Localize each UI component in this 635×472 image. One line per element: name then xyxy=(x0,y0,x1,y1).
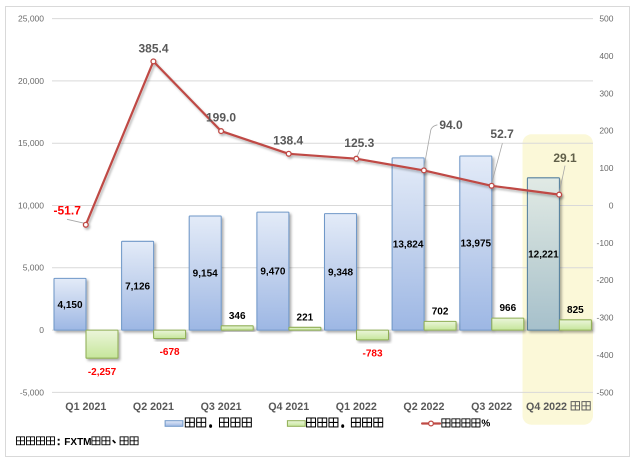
svg-text:-5,000: -5,000 xyxy=(20,387,44,397)
svg-text:346: 346 xyxy=(229,311,246,322)
svg-text:-500: -500 xyxy=(596,387,613,397)
svg-text:0: 0 xyxy=(609,200,614,210)
svg-text:500: 500 xyxy=(599,14,613,24)
svg-text:Q3 2022: Q3 2022 xyxy=(471,401,512,413)
svg-text:Q1 2022: Q1 2022 xyxy=(336,401,377,413)
svg-text:94.0: 94.0 xyxy=(439,118,463,132)
svg-text:-678: -678 xyxy=(160,347,180,358)
svg-text:100: 100 xyxy=(599,163,613,173)
svg-text:138.4: 138.4 xyxy=(273,134,303,148)
svg-text:-400: -400 xyxy=(596,350,613,360)
svg-text:Q2 2022: Q2 2022 xyxy=(403,401,444,413)
svg-text:13,975: 13,975 xyxy=(461,239,492,250)
svg-text:9,470: 9,470 xyxy=(260,267,285,278)
svg-text:300: 300 xyxy=(599,88,613,98)
svg-text:-200: -200 xyxy=(596,275,613,285)
svg-text:400: 400 xyxy=(599,51,613,61)
svg-text:29.1: 29.1 xyxy=(553,151,577,165)
svg-text:%: % xyxy=(481,419,490,430)
svg-text:221: 221 xyxy=(297,312,314,323)
svg-text:125.3: 125.3 xyxy=(344,136,374,150)
svg-text:966: 966 xyxy=(499,303,516,314)
svg-text:Q2 2021: Q2 2021 xyxy=(133,401,174,413)
svg-text:13,824: 13,824 xyxy=(393,240,424,251)
svg-text:200: 200 xyxy=(599,126,613,136)
svg-text:-300: -300 xyxy=(596,313,613,323)
svg-text:Q4 2021: Q4 2021 xyxy=(268,401,309,413)
svg-text:702: 702 xyxy=(432,306,449,317)
svg-text:12,221: 12,221 xyxy=(528,250,559,261)
svg-text:5,000: 5,000 xyxy=(23,263,45,273)
svg-text:-100: -100 xyxy=(596,238,613,248)
svg-text:Q3 2021: Q3 2021 xyxy=(201,401,242,413)
svg-text:199.0: 199.0 xyxy=(206,110,236,124)
svg-text:10,000: 10,000 xyxy=(18,200,44,210)
svg-text:7,126: 7,126 xyxy=(125,281,150,292)
svg-text:Q1 2021: Q1 2021 xyxy=(65,401,106,413)
svg-text:0: 0 xyxy=(39,325,44,335)
svg-text:825: 825 xyxy=(567,305,584,316)
svg-text:4,150: 4,150 xyxy=(57,300,82,311)
svg-text:FXTM: FXTM xyxy=(64,437,91,448)
svg-text:20,000: 20,000 xyxy=(18,76,44,86)
svg-text:9,348: 9,348 xyxy=(328,268,353,279)
svg-text:52.7: 52.7 xyxy=(490,127,514,141)
svg-text:Q4 2022: Q4 2022 xyxy=(526,401,567,413)
svg-text:-51.7: -51.7 xyxy=(54,203,82,217)
svg-text:15,000: 15,000 xyxy=(18,138,44,148)
svg-text:9,154: 9,154 xyxy=(193,269,218,280)
svg-text:-2,257: -2,257 xyxy=(88,367,117,378)
svg-text:-783: -783 xyxy=(362,349,382,360)
svg-text:25,000: 25,000 xyxy=(18,14,44,24)
svg-text:385.4: 385.4 xyxy=(138,41,168,55)
